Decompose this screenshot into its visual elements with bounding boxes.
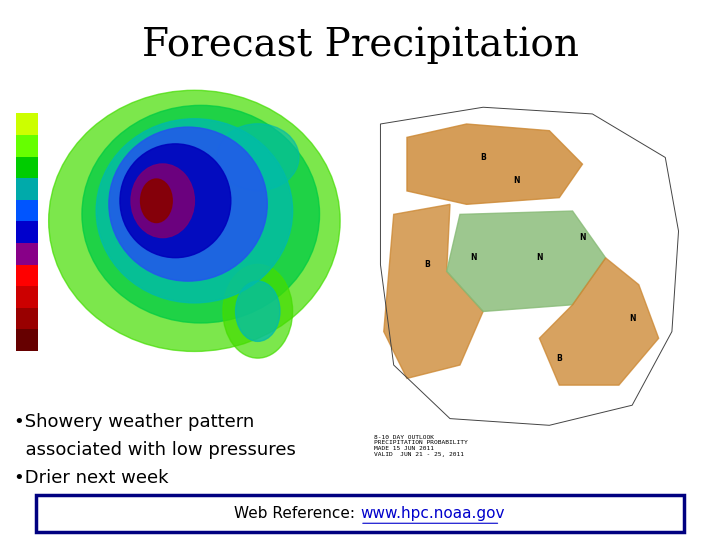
Text: associated with low pressures: associated with low pressures	[14, 441, 296, 459]
Text: •Drier next week: •Drier next week	[14, 469, 169, 487]
Text: B: B	[480, 153, 486, 162]
Bar	[16, 286, 38, 308]
Text: •Showery weather pattern: •Showery weather pattern	[14, 413, 255, 431]
Text: Forecast Precipitation: Forecast Precipitation	[142, 27, 578, 64]
Bar	[16, 221, 38, 243]
Text: Web Reference:: Web Reference:	[234, 506, 360, 521]
Polygon shape	[407, 124, 582, 204]
Ellipse shape	[140, 179, 172, 222]
Text: N: N	[470, 253, 477, 262]
Bar	[16, 157, 38, 178]
Ellipse shape	[82, 105, 320, 323]
Bar	[16, 243, 38, 265]
Ellipse shape	[109, 127, 267, 281]
Ellipse shape	[235, 281, 280, 341]
Polygon shape	[539, 258, 659, 385]
Bar	[16, 329, 38, 351]
Bar	[16, 178, 38, 200]
FancyBboxPatch shape	[36, 495, 684, 532]
Polygon shape	[384, 204, 483, 379]
Bar	[16, 265, 38, 286]
Ellipse shape	[49, 90, 340, 352]
Text: N: N	[513, 177, 520, 185]
Bar	[16, 113, 38, 135]
Text: N: N	[579, 233, 586, 242]
Ellipse shape	[96, 119, 292, 303]
Text: N: N	[536, 253, 543, 262]
Ellipse shape	[217, 124, 299, 191]
Text: www.hpc.noaa.gov: www.hpc.noaa.gov	[360, 506, 505, 521]
Bar	[16, 135, 38, 157]
Text: 8-10 DAY OUTLOOK
PRECIPITATION PROBABILITY
MADE 15 JUN 2011
VALID  JUN 21 - 25, : 8-10 DAY OUTLOOK PRECIPITATION PROBABILI…	[374, 435, 468, 457]
Polygon shape	[446, 211, 606, 312]
Text: B: B	[424, 260, 430, 269]
Text: B: B	[557, 354, 562, 363]
Bar	[16, 200, 38, 221]
Ellipse shape	[120, 144, 231, 258]
Text: N: N	[629, 314, 636, 323]
Ellipse shape	[131, 164, 194, 238]
Bar	[16, 308, 38, 329]
Ellipse shape	[223, 265, 292, 358]
